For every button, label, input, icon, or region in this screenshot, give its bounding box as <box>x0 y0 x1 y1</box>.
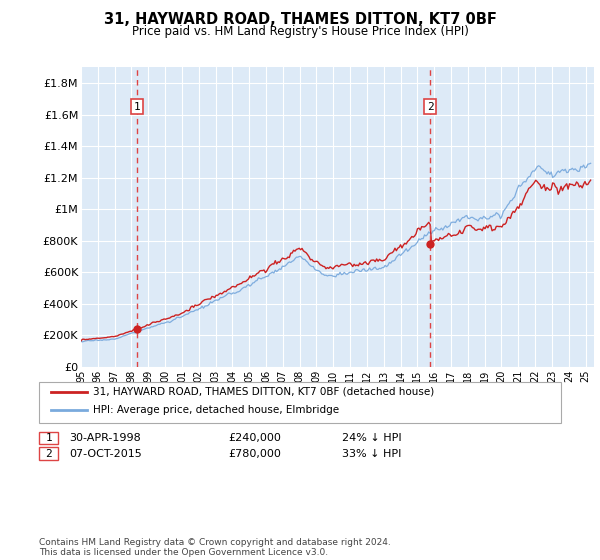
Text: 24% ↓ HPI: 24% ↓ HPI <box>342 433 401 443</box>
Text: 2: 2 <box>45 449 52 459</box>
Text: 1: 1 <box>134 101 140 111</box>
Text: Price paid vs. HM Land Registry's House Price Index (HPI): Price paid vs. HM Land Registry's House … <box>131 25 469 38</box>
Text: Contains HM Land Registry data © Crown copyright and database right 2024.
This d: Contains HM Land Registry data © Crown c… <box>39 538 391 557</box>
Text: HPI: Average price, detached house, Elmbridge: HPI: Average price, detached house, Elmb… <box>93 405 339 415</box>
Text: 2: 2 <box>427 101 434 111</box>
Text: 30-APR-1998: 30-APR-1998 <box>69 433 141 443</box>
Text: 31, HAYWARD ROAD, THAMES DITTON, KT7 0BF: 31, HAYWARD ROAD, THAMES DITTON, KT7 0BF <box>104 12 496 27</box>
Text: 07-OCT-2015: 07-OCT-2015 <box>69 449 142 459</box>
Text: £240,000: £240,000 <box>228 433 281 443</box>
Text: 33% ↓ HPI: 33% ↓ HPI <box>342 449 401 459</box>
Text: £780,000: £780,000 <box>228 449 281 459</box>
Text: 1: 1 <box>45 433 52 443</box>
Text: 31, HAYWARD ROAD, THAMES DITTON, KT7 0BF (detached house): 31, HAYWARD ROAD, THAMES DITTON, KT7 0BF… <box>93 387 434 397</box>
